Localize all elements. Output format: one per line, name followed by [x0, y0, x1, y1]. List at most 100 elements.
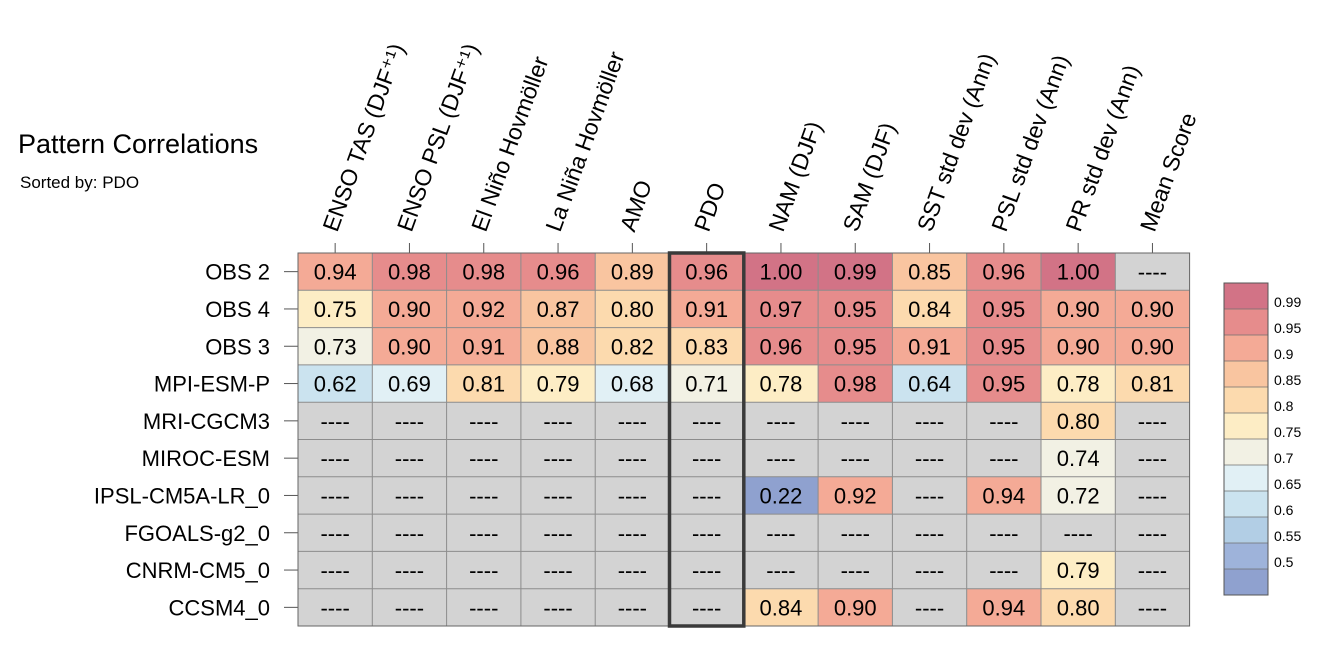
heatmap-cell	[743, 364, 819, 403]
row-label: MIROC-ESM	[142, 446, 270, 471]
column-label: PDO	[689, 179, 730, 235]
cell-value-label: 0.94	[314, 260, 357, 285]
cell-value-label: ----	[841, 558, 870, 583]
heatmap-cell	[298, 253, 373, 291]
colorbar-tick-label: 0.65	[1274, 476, 1301, 492]
cell-value-label: ----	[766, 409, 795, 434]
cell-value-label: ----	[395, 595, 424, 620]
heatmap-cell	[1115, 551, 1190, 589]
cell-value-label: 0.85	[908, 260, 951, 285]
cell-value-label: ----	[915, 558, 944, 583]
cell-value-label: ----	[469, 521, 498, 546]
cell-value-label: 0.96	[537, 260, 580, 285]
colorbar-swatch	[1224, 465, 1268, 491]
heatmap-cell	[372, 364, 447, 403]
colorbar-tick-label: 0.6	[1274, 502, 1294, 518]
cell-value-label: 0.98	[462, 260, 505, 285]
cell-value-label: ----	[766, 446, 795, 471]
heatmap-cell	[298, 327, 373, 365]
heatmap-cell	[818, 476, 893, 515]
column-label: ENSO TAS (DJF⁺¹)	[317, 40, 409, 235]
cell-value-label: 0.94	[982, 483, 1025, 508]
heatmap-cell	[892, 551, 967, 589]
cell-value-label: ----	[692, 483, 721, 508]
cell-value-label: ----	[543, 521, 572, 546]
heatmap-cell	[520, 290, 596, 328]
heatmap-cell	[892, 327, 967, 365]
cell-value-label: 0.80	[1057, 409, 1100, 434]
colorbar-swatch	[1224, 439, 1268, 465]
cell-value-label: ----	[692, 409, 721, 434]
cell-value-label: 0.90	[834, 595, 877, 620]
cell-value-label: 0.98	[388, 260, 431, 285]
heatmap-cell	[1041, 551, 1116, 589]
cell-value-label: 0.82	[611, 334, 654, 359]
cell-value-label: 0.69	[388, 372, 431, 397]
heatmap-cell	[1041, 290, 1116, 328]
heatmap-cell	[1115, 514, 1190, 552]
cell-value-label: ----	[766, 558, 795, 583]
colorbar-tick-label: 0.9	[1274, 346, 1294, 362]
cell-value-label: 0.22	[760, 483, 803, 508]
heatmap-cell	[892, 439, 967, 477]
heatmap-cell	[669, 253, 744, 291]
colorbar-tick-label: 0.8	[1274, 398, 1294, 414]
cell-value-label: 0.90	[1131, 297, 1174, 322]
cell-value-label: ----	[692, 446, 721, 471]
heatmap-cell	[298, 476, 373, 515]
cell-value-label: 0.92	[834, 483, 877, 508]
heatmap-cell	[595, 290, 670, 328]
cell-value-label: 0.90	[1131, 334, 1174, 359]
cell-value-label: 0.71	[685, 372, 728, 397]
cell-value-label: 0.90	[1057, 297, 1100, 322]
cell-value-label: 0.73	[314, 334, 357, 359]
cell-value-label: ----	[989, 409, 1018, 434]
colorbar-swatch	[1224, 491, 1268, 517]
cell-value-label: 0.96	[982, 260, 1025, 285]
heatmap-cell	[1041, 364, 1116, 403]
heatmap-cell	[1041, 476, 1116, 515]
cell-value-label: 0.91	[462, 334, 505, 359]
heatmap-cell	[372, 588, 447, 626]
heatmap-cell	[446, 514, 521, 552]
column-label: AMO	[615, 177, 657, 235]
heatmap-cell	[298, 402, 373, 440]
cell-value-label: ----	[320, 558, 349, 583]
row-label: CCSM4_0	[169, 595, 270, 620]
heatmap-cell	[372, 402, 447, 440]
heatmap-cell	[595, 364, 670, 403]
row-label: OBS 3	[205, 334, 270, 359]
heatmap-cell	[446, 439, 521, 477]
heatmap-cell	[595, 253, 670, 291]
column-label: SST std dev (Ann)	[912, 50, 1001, 235]
cell-value-label: ----	[1138, 483, 1167, 508]
heatmap-cell	[372, 476, 447, 515]
heatmap-cell	[818, 327, 893, 365]
heatmap-cell	[1115, 476, 1190, 515]
cell-value-label: ----	[841, 521, 870, 546]
heatmap-cell	[743, 327, 819, 365]
heatmap-cell	[892, 364, 967, 403]
cell-value-label: ----	[618, 595, 647, 620]
heatmap-cell	[1115, 327, 1190, 365]
heatmap-cell	[595, 402, 670, 440]
colorbar-swatch	[1224, 309, 1268, 335]
cell-value-label: 0.75	[314, 297, 357, 322]
heatmap-cell	[966, 551, 1041, 589]
heatmap-cell	[892, 253, 967, 291]
heatmap-cell	[520, 514, 596, 552]
colorbar-tick-label: 0.5	[1274, 554, 1294, 570]
heatmap-cell	[446, 402, 521, 440]
cell-value-label: ----	[543, 483, 572, 508]
cell-value-label: 0.79	[1057, 558, 1100, 583]
cell-value-label: ----	[1138, 558, 1167, 583]
heatmap-cell	[372, 290, 447, 328]
colorbar-tick-label: 0.85	[1274, 372, 1301, 388]
heatmap-cell	[966, 514, 1041, 552]
cell-value-label: 0.62	[314, 372, 357, 397]
cell-value-label: ----	[543, 595, 572, 620]
cell-value-label: 0.96	[685, 260, 728, 285]
cell-value-label: ----	[618, 521, 647, 546]
heatmap-cell	[669, 514, 744, 552]
cell-value-label: 0.90	[1057, 334, 1100, 359]
